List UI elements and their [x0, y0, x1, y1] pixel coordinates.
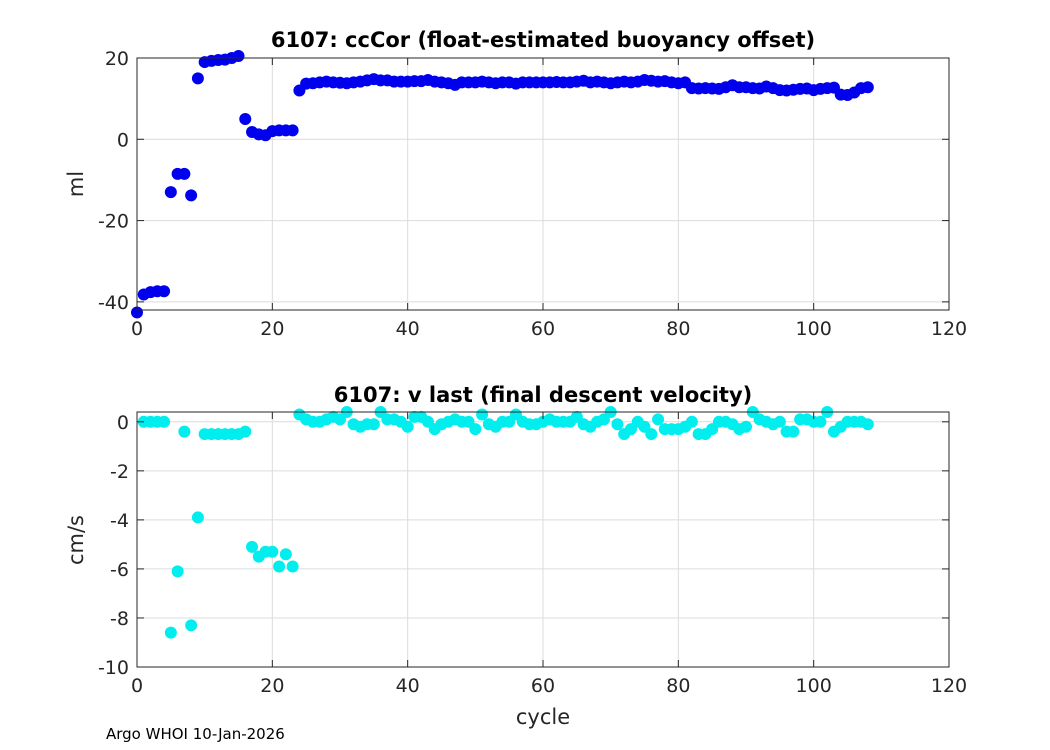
data-point [367, 418, 380, 431]
data-point [178, 425, 191, 438]
data-point [611, 418, 624, 431]
data-point [273, 560, 286, 573]
y-tick-label: -8 [110, 608, 129, 630]
x-tick-label: 20 [260, 318, 284, 340]
data-point [178, 167, 191, 180]
top-panel: 0 20 40 60 80 100 120 -40 -20 0 20 6107: ccCor (fl… [64, 28, 967, 340]
data-point [861, 81, 874, 94]
y-tick-label: 20 [105, 48, 129, 70]
footer-credit: Argo WHOI 10-Jan-2026 [106, 725, 285, 743]
top-chart-title: 6107: ccCor (float-estimated buoyancy of… [271, 28, 815, 52]
y-tick-label: -40 [98, 292, 129, 314]
data-point [286, 560, 299, 573]
data-point [740, 420, 752, 433]
y-tick-label: -20 [98, 211, 129, 233]
bottom-panel: 0 20 40 60 80 100 120 -10 -8 -6 -4 -2 0 6107: v last… [64, 383, 967, 729]
data-point [476, 408, 489, 421]
data-point [787, 425, 800, 438]
x-tick-label: 60 [531, 675, 555, 697]
data-point [814, 415, 827, 428]
data-point [286, 124, 299, 137]
top-y-axis-label: ml [64, 171, 88, 197]
data-point [164, 186, 177, 199]
data-point [861, 418, 874, 431]
data-point [191, 511, 204, 524]
data-point [645, 428, 658, 441]
y-tick-label: -10 [98, 657, 129, 679]
data-point [401, 420, 414, 433]
data-point [171, 565, 184, 578]
x-tick-label: 100 [796, 318, 832, 340]
data-point [279, 548, 292, 561]
x-tick-label: 20 [260, 675, 284, 697]
x-tick-label: 80 [666, 675, 690, 697]
x-tick-label: 120 [931, 318, 967, 340]
data-point [191, 72, 204, 85]
x-tick-label: 40 [396, 318, 420, 340]
data-point [185, 189, 198, 202]
x-tick-label: 80 [666, 318, 690, 340]
bottom-chart-title: 6107: v last (final descent velocity) [334, 383, 752, 407]
bottom-y-axis-label: cm/s [64, 515, 88, 565]
data-point [652, 413, 665, 426]
data-point [239, 112, 252, 125]
data-point [232, 49, 245, 62]
x-tick-label: 120 [931, 675, 967, 697]
x-tick-label: 100 [796, 675, 832, 697]
x-tick-label: 60 [531, 318, 555, 340]
x-tick-label: 0 [131, 318, 143, 340]
y-tick-label: 0 [117, 412, 129, 434]
data-point [164, 626, 177, 639]
data-point [239, 425, 252, 438]
x-tick-label: 40 [396, 675, 420, 697]
data-point [185, 619, 198, 632]
y-tick-label: -4 [110, 510, 129, 532]
data-point [685, 415, 698, 428]
y-tick-label: -6 [110, 559, 129, 581]
data-point [158, 285, 171, 298]
x-tick-label: 0 [131, 675, 143, 697]
data-point [469, 423, 482, 436]
y-tick-label: 0 [117, 129, 129, 151]
data-point [246, 540, 259, 553]
data-point [131, 306, 143, 319]
y-tick-label: -2 [110, 461, 129, 483]
data-point [773, 415, 786, 428]
bottom-x-axis-label: cycle [516, 705, 570, 729]
data-point [266, 545, 279, 558]
data-point [158, 415, 171, 428]
